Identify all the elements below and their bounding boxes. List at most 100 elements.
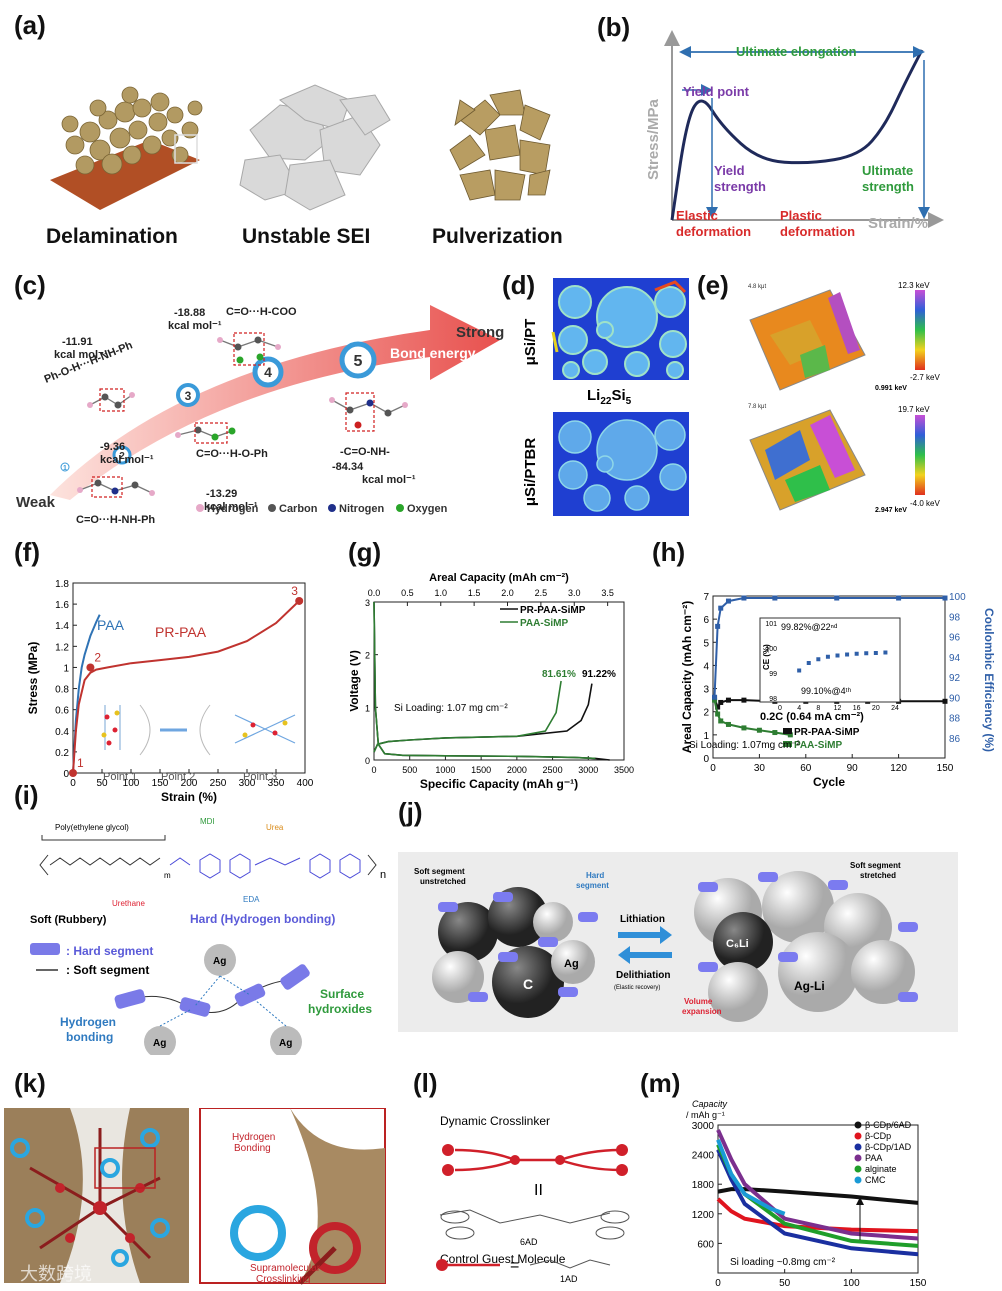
h-inset: 0 4 8 12 16 20 24 98 99 100 101 99.82%@22ⁿᵈ 99.10%… [759, 617, 901, 712]
panel-b-chart: Stress/MPa Strain/% Ultimate elongation … [645, 30, 944, 239]
h-inset-ylabel: CE (%) [762, 644, 771, 670]
panel-h-label: (h) [652, 537, 686, 567]
m-legend-item: PAA [865, 1153, 882, 1163]
c-legend-nitrogen-dot [328, 504, 336, 512]
h-inset-a: 99.82%@22ⁿᵈ [781, 622, 838, 632]
h-xlabel: Cycle [813, 775, 845, 789]
g-toptick: 1.5 [468, 588, 481, 598]
k-hbond-2: Bonding [234, 1143, 271, 1154]
g-xtick: 1000 [435, 765, 455, 775]
c-bond2-unit: kcal mol⁻¹ [100, 454, 154, 466]
f-ytick: 1.8 [55, 579, 69, 590]
h-series-1 [713, 699, 791, 736]
b-ultimate-strength-2: strength [862, 179, 914, 194]
h-inset-xtick: 8 [816, 705, 820, 712]
b-stress-strain-curve [670, 49, 924, 221]
c-step-5: 5 [354, 353, 363, 370]
j-soft-stretched-1: Soft segment [850, 861, 901, 870]
c-bond2-energy: -9.36 [100, 441, 125, 453]
h-inset-ytick: 98 [769, 696, 777, 703]
h-ytick: 6 [703, 615, 709, 626]
h-inset-xtick: 12 [834, 705, 842, 712]
g-xtick: 0 [371, 765, 376, 775]
m-series-1 [716, 1197, 919, 1234]
m-legend-dot [854, 1132, 862, 1140]
g-top-axis-label: Areal Capacity (mAh cm⁻²) [429, 572, 569, 584]
m-xtick: 150 [910, 1278, 927, 1289]
panel-b-label: (b) [597, 12, 631, 42]
svg-text:=: = [510, 1257, 519, 1274]
f-ytick: 0.2 [55, 748, 69, 759]
g-toptick: 0.5 [401, 588, 414, 598]
c-legend-oxygen: Oxygen [407, 503, 448, 515]
f-xtick: 350 [268, 778, 285, 789]
i-urea: Urea [266, 823, 284, 832]
g-toptick: 3.5 [601, 588, 614, 598]
i-m: m [164, 871, 171, 880]
i-hard-seg: : Hard segment [66, 944, 153, 958]
g-legend: PR-PAA-SiMP PAA-SiMP [500, 605, 586, 629]
f-marker-2 [86, 663, 95, 672]
caption-pulverization: Pulverization [432, 225, 563, 248]
f-ylabel: Stress (MPa) [26, 642, 40, 715]
e-bottom-min: -4.0 keV [910, 499, 940, 508]
h-inset-point [825, 654, 830, 659]
e-bottom-colorbar [915, 415, 925, 495]
d-phase-label: Li22Si5 [587, 387, 632, 407]
f-xtick: 250 [210, 778, 227, 789]
c-legend-oxygen-dot [396, 504, 404, 512]
f-marker-label-3: 3 [291, 584, 298, 598]
b-elastic-1: Elastic [676, 208, 718, 223]
h-y2tick: 98 [949, 612, 961, 623]
g-xtick: 3000 [578, 765, 598, 775]
c-bond4-energy: -18.88 [174, 307, 205, 319]
h-y2tick: 90 [949, 693, 961, 704]
panel-f-chart: 0 50 100 150 200 250 300 350 400 0 0.2 0.4 0.6 0.8 1 1.… [26, 579, 314, 804]
i-peg: Poly(ethylene glycol) [55, 823, 129, 832]
c-legend-hydrogen-dot [196, 504, 204, 512]
h-xtick: 90 [847, 763, 859, 774]
panel-l-guest: = 1AD [436, 1257, 611, 1284]
j-arrows [618, 926, 672, 964]
h-inset-point [845, 652, 850, 657]
f-ytick: 1 [63, 663, 69, 674]
f-ytick: 0 [63, 769, 69, 780]
g-legend-1: PR-PAA-SiMP [520, 605, 586, 616]
g-xtick: 2000 [507, 765, 527, 775]
g-toptick: 2.5 [535, 588, 548, 598]
h-ytick: 0 [703, 754, 709, 765]
g-toptick: 2.0 [501, 588, 514, 598]
h-inset-point [854, 651, 859, 656]
d-bottom-label: μSi/PTBR [522, 438, 539, 507]
h-ytick: 1 [703, 731, 709, 742]
h-y2tick: 96 [949, 633, 961, 644]
k-supra-1: Supramolecular [250, 1263, 321, 1274]
j-soft-unstretched-2: unstretched [420, 877, 466, 886]
m-legend-item: alginate [865, 1164, 897, 1174]
h-inset-ytick: 99 [769, 671, 777, 678]
panel-j-label: (j) [398, 797, 423, 827]
f-xtick: 400 [297, 778, 314, 789]
g-legend-2: PAA-SiMP [520, 618, 568, 629]
c-bond3-name: C=O···H-O-Ph [196, 448, 268, 460]
k-hbond-1: Hydrogen [232, 1132, 275, 1143]
m-xtick: 50 [779, 1278, 791, 1289]
m-ytick: 600 [697, 1239, 714, 1250]
c-legend-hydrogen: Hydrogen [207, 503, 259, 515]
h-inset-point [883, 650, 888, 655]
i-hbond-1: Hydrogen [60, 1015, 116, 1029]
e-top-val: 0.991 keV [875, 385, 907, 392]
g-series [373, 601, 610, 761]
c-bond1-unit: kcal mol⁻¹ [54, 349, 108, 361]
m-series-3 [716, 1129, 919, 1241]
h-y2tick: 92 [949, 673, 961, 684]
f-series: 1 2 3 [69, 584, 304, 777]
c-step-3: 3 [185, 389, 192, 403]
m-series-2 [716, 1148, 919, 1257]
c-weak: Weak [16, 494, 56, 511]
m-legend-dot [854, 1154, 862, 1162]
h-y2tick: 86 [949, 734, 961, 745]
h-frame [712, 595, 946, 759]
panel-a-illustrations [50, 84, 551, 211]
